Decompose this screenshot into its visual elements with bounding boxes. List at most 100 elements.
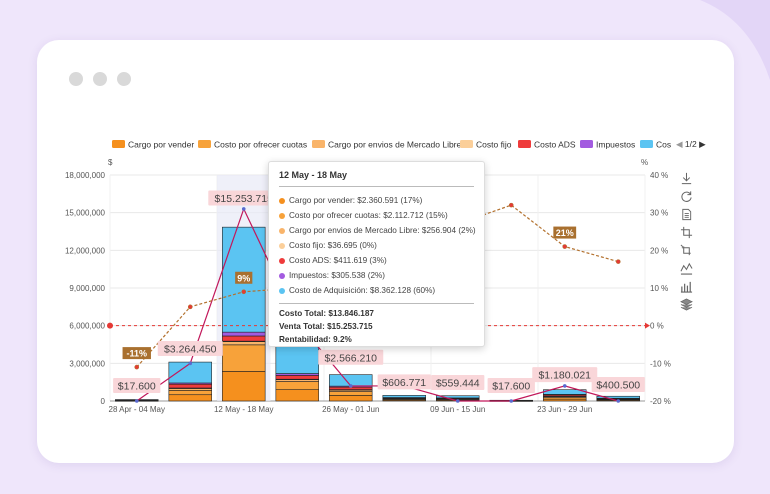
legend-label: Costo ADS xyxy=(534,140,576,150)
tooltip-row: Costo ADS: $411.619 (3%) xyxy=(279,253,474,268)
legend-label: Cargo por vender xyxy=(128,140,194,150)
left-tick-label: 18,000,000 xyxy=(65,171,106,180)
tooltip-title: 12 May - 18 May xyxy=(279,170,474,187)
venta-label: $3.264.450 xyxy=(164,344,217,356)
stacked-bar-segment xyxy=(596,395,640,399)
stacked-bar-segment xyxy=(329,391,373,396)
tooltip-rentabilidad: Rentabilidad: 9.2% xyxy=(279,335,352,344)
tooltip-row-text: Costo por ofrecer cuotas: $2.112.712 (15… xyxy=(289,211,448,220)
download-icon[interactable] xyxy=(680,172,693,185)
tooltip-dot-icon xyxy=(279,272,285,279)
magenta-line-point xyxy=(616,399,621,403)
tooltip-row: Costo fijo: $36.695 (0%) xyxy=(279,238,474,253)
right-tick-label: 10 % xyxy=(650,284,668,293)
legend-swatch xyxy=(112,140,125,148)
tooltip-costo-total: Costo Total: $13.846.187 xyxy=(279,309,374,318)
venta-label-box xyxy=(431,374,485,390)
stacked-bar-segment xyxy=(382,395,426,398)
venta-label-box xyxy=(318,349,384,365)
legend-swatch xyxy=(312,140,325,148)
legend-swatch xyxy=(640,140,653,148)
tooltip-row-text: Cargo por envios de Mercado Libre: $256.… xyxy=(289,226,476,235)
legend-pager: ◀ 1/2 ▶ xyxy=(676,139,706,150)
tooltip-dot-icon xyxy=(279,257,285,264)
x-tick-label: 12 May - 18 May xyxy=(214,405,274,414)
venta-label-box xyxy=(157,341,223,357)
magenta-line-point xyxy=(241,207,246,211)
right-tick-label: -20 % xyxy=(650,397,671,406)
stacked-bar-segment xyxy=(222,335,266,342)
magenta-line-point xyxy=(562,384,567,388)
window-dot xyxy=(69,72,83,86)
stacked-bar-segment xyxy=(222,344,266,372)
tooltip-dot-icon xyxy=(279,227,285,234)
tooltip-row: Cargo por envios de Mercado Libre: $256.… xyxy=(279,223,476,238)
tooltip-row-text: Costo de Adquisición: $8.362.128 (60%) xyxy=(289,286,436,295)
tooltip-row: Costo por ofrecer cuotas: $2.112.712 (15… xyxy=(279,208,474,223)
stack-icon[interactable] xyxy=(680,298,693,311)
zoom-reset-icon[interactable] xyxy=(680,244,693,257)
pager-next-icon[interactable]: ▶ xyxy=(699,139,706,149)
left-tick-label: 15,000,000 xyxy=(65,209,106,218)
rentabilidad-point xyxy=(134,364,140,370)
magenta-line-point xyxy=(134,399,139,403)
rentabilidad-point xyxy=(508,202,514,208)
stacked-bar-segment xyxy=(329,395,373,402)
stacked-bar-segment xyxy=(222,341,266,346)
stacked-bar-segment xyxy=(275,375,319,380)
rentabilidad-label-box xyxy=(122,347,151,360)
venta-label: $559.444 xyxy=(436,377,480,389)
venta-label-box xyxy=(591,376,645,392)
left-tick-label: 3,000,000 xyxy=(69,359,105,368)
tooltip: 12 May - 18 May Cargo por vender: $2.360… xyxy=(268,161,485,347)
data-view-icon[interactable] xyxy=(680,208,693,221)
left-tick-label: 12,000,000 xyxy=(65,246,106,255)
rentabilidad-label: 21% xyxy=(556,228,574,238)
tooltip-dot-icon xyxy=(279,242,285,249)
x-tick-label: 23 Jun - 29 Jun xyxy=(537,405,592,414)
stacked-bar-segment xyxy=(168,383,212,389)
magenta-line-point xyxy=(348,384,353,388)
legend-label: Cargo por envios de Mercado Libre xyxy=(328,140,462,150)
refresh-icon[interactable] xyxy=(680,190,693,203)
left-tick-label: 0 xyxy=(101,397,106,406)
legend-swatch xyxy=(580,140,593,148)
legend-label: Costo por ofrecer cuotas xyxy=(214,140,307,150)
venta-label: $606.771 xyxy=(382,377,426,389)
right-tick-label: 30 % xyxy=(650,209,668,218)
window-dot xyxy=(117,72,131,86)
tooltip-row: Cargo por vender: $2.360.591 (17%) xyxy=(279,193,474,208)
venta-label: $2.566.210 xyxy=(324,352,377,364)
pager-prev-icon[interactable]: ◀ xyxy=(676,139,683,149)
rentabilidad-point xyxy=(241,289,247,295)
legend-label: Cos xyxy=(656,140,671,150)
zoom-icon[interactable] xyxy=(680,226,693,239)
stacked-bar-segment xyxy=(168,361,212,384)
stacked-bar-segment xyxy=(275,381,319,390)
legend-swatch xyxy=(518,140,531,148)
tooltip-dot-icon xyxy=(279,287,285,294)
bar-chart-icon[interactable] xyxy=(680,280,693,293)
legend-label: Impuestos xyxy=(596,140,635,150)
magenta-line-point xyxy=(455,399,460,403)
venta-label-box xyxy=(487,378,535,393)
venta-label: $17.600 xyxy=(118,381,156,393)
window-dot xyxy=(93,72,107,86)
legend-swatch xyxy=(198,140,211,148)
series-line-magenta xyxy=(136,207,619,402)
venta-label-box xyxy=(113,378,161,393)
left-axis-label: $ xyxy=(108,158,113,167)
rentabilidad-label: -11% xyxy=(126,349,147,359)
stacked-bar-segment xyxy=(168,390,212,396)
pager-text: 1/2 xyxy=(684,139,697,149)
chart-toolbox xyxy=(680,172,694,316)
tooltip-venta-total: Venta Total: $15.253.715 xyxy=(279,322,373,331)
tooltip-row-text: Costo fijo: $36.695 (0%) xyxy=(289,241,377,250)
rentabilidad-label-box xyxy=(553,226,577,239)
right-tick-label: 40 % xyxy=(650,171,668,180)
venta-label-box xyxy=(377,374,431,390)
line-chart-icon[interactable] xyxy=(680,262,693,275)
rentabilidad-point xyxy=(615,259,621,264)
right-axis-label: % xyxy=(641,158,648,167)
